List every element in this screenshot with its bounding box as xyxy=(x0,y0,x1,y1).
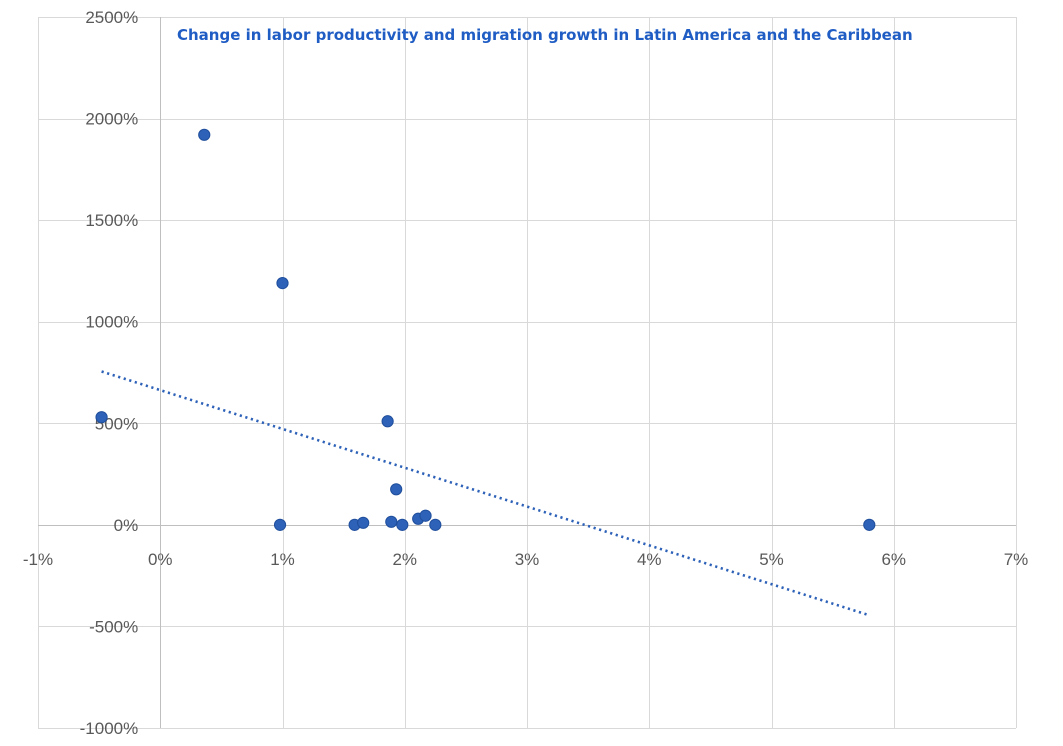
x-tick-labels: -1% 0% 1% 2% 3% 4% 5% 6% 7% xyxy=(23,550,1028,569)
data-point xyxy=(863,518,876,531)
y-tick-label: 2000% xyxy=(85,110,138,129)
y-tick-label: 1500% xyxy=(85,211,138,230)
x-tick-label: 1% xyxy=(270,550,295,569)
x-tick-label: -1% xyxy=(23,550,53,569)
y-tick-label: 0% xyxy=(114,516,139,535)
vertical-gridlines xyxy=(38,17,1017,728)
y-tick-labels: 2500%2000%1500%1000%500%0%-500%-1000% xyxy=(80,8,139,738)
data-point xyxy=(273,518,287,531)
data-point xyxy=(396,518,409,531)
data-point xyxy=(95,411,108,424)
x-tick-label: 7% xyxy=(1004,550,1029,569)
y-tick-label: 1000% xyxy=(85,313,138,332)
x-tick-label: 5% xyxy=(759,550,784,569)
x-tick-label: 0% xyxy=(148,550,173,569)
chart-title: Change in labor productivity and migrati… xyxy=(177,26,913,44)
y-tick-label: 2500% xyxy=(85,8,138,27)
y-tick-label: -1000% xyxy=(80,719,139,738)
x-tick-label: 4% xyxy=(637,550,662,569)
trendline xyxy=(101,370,870,617)
data-point xyxy=(357,516,370,529)
y-tick-label: -500% xyxy=(89,617,138,636)
axes xyxy=(38,17,1016,728)
data-point xyxy=(276,277,289,290)
data-points xyxy=(95,128,876,531)
x-tick-label: 3% xyxy=(515,550,540,569)
data-point xyxy=(390,483,403,496)
data-point xyxy=(419,509,432,522)
data-point xyxy=(385,515,398,528)
data-point xyxy=(429,518,442,531)
x-tick-label: 2% xyxy=(392,550,417,569)
data-point xyxy=(381,415,394,428)
x-tick-label: 6% xyxy=(881,550,906,569)
horizontal-gridlines xyxy=(38,17,1016,729)
data-point xyxy=(198,128,211,141)
trendline-group xyxy=(101,370,870,617)
